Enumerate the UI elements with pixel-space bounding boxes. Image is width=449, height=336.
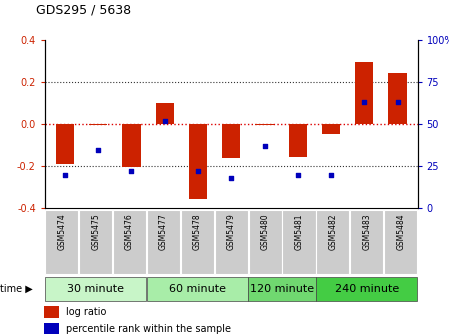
Bar [155,103,174,124]
Bar [282,210,316,274]
Bar [45,210,79,274]
Bar [79,210,112,274]
Text: GSM5481: GSM5481 [295,214,304,250]
Bar [215,210,248,274]
Bar [45,277,146,301]
Text: GSM5477: GSM5477 [159,214,168,250]
Text: percentile rank within the sample: percentile rank within the sample [66,324,231,334]
Bar [322,124,340,134]
Point [327,172,335,177]
Point [228,175,235,181]
Point [194,169,202,174]
Text: GSM5478: GSM5478 [193,214,202,250]
Bar [113,210,146,274]
Text: GSM5475: GSM5475 [91,214,100,250]
Bar [44,323,59,334]
Bar [388,73,407,124]
Bar [44,306,59,318]
Bar [56,124,74,164]
Text: GSM5480: GSM5480 [260,214,269,250]
Point [128,169,135,174]
Text: 60 minute: 60 minute [169,284,226,294]
Text: 240 minute: 240 minute [335,284,399,294]
Point [95,147,102,152]
Bar [122,124,141,167]
Point [361,100,368,105]
Text: GSM5474: GSM5474 [57,214,66,250]
Bar [248,277,316,301]
Bar [355,62,374,124]
Text: log ratio: log ratio [66,307,107,317]
Bar [147,277,248,301]
Point [61,172,68,177]
Bar [289,124,307,157]
Bar [222,124,240,158]
Text: GSM5484: GSM5484 [396,214,405,250]
Point [294,172,301,177]
Text: time ▶: time ▶ [0,284,33,294]
Bar [248,210,282,274]
Text: GSM5479: GSM5479 [227,214,236,250]
Bar [350,210,383,274]
Text: GSM5483: GSM5483 [362,214,371,250]
Point [394,100,401,105]
Bar [255,124,273,125]
Bar [147,210,180,274]
Text: GDS295 / 5638: GDS295 / 5638 [36,4,131,17]
Bar [189,124,207,199]
Bar [89,124,107,125]
Bar [181,210,214,274]
Text: 120 minute: 120 minute [250,284,314,294]
Point [261,143,268,149]
Text: GSM5476: GSM5476 [125,214,134,250]
Bar [316,210,349,274]
Bar [316,277,418,301]
Text: 30 minute: 30 minute [67,284,124,294]
Bar [384,210,417,274]
Point [161,118,168,124]
Text: GSM5482: GSM5482 [328,214,337,250]
